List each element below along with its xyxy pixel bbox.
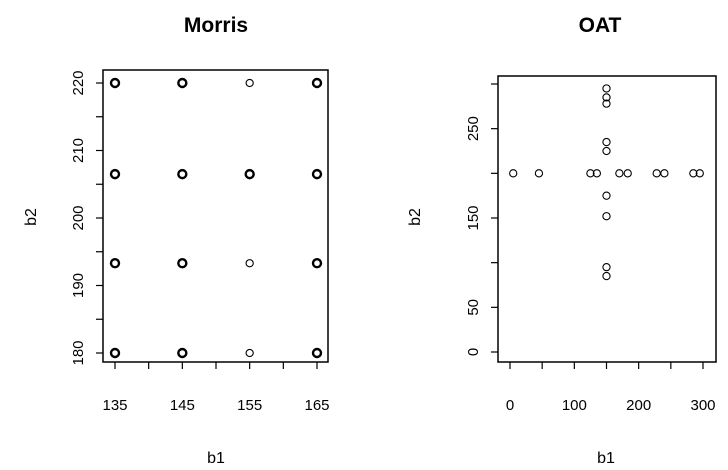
morris-plot-frame xyxy=(102,69,329,363)
morris-y-tick-label: 200 xyxy=(70,205,87,230)
oat-data-point xyxy=(586,169,595,178)
morris-y-tick-label: 220 xyxy=(70,70,87,95)
oat-points xyxy=(509,84,704,281)
morris-data-point xyxy=(245,78,254,88)
oat-x-tick-label: 0 xyxy=(506,397,514,414)
morris-data-point xyxy=(109,347,121,359)
morris-data-point xyxy=(177,347,188,359)
oat-data-point xyxy=(592,169,601,178)
morris-data-point xyxy=(109,168,121,180)
morris-x-ticks: 135 145 155 165 xyxy=(102,362,330,414)
morris-data-point xyxy=(245,259,254,268)
morris-data-point xyxy=(311,258,323,269)
morris-title: Morris xyxy=(184,14,248,37)
oat-data-point xyxy=(615,169,624,178)
morris-data-point xyxy=(245,348,254,358)
oat-y-tick-label: 50 xyxy=(465,299,482,316)
morris-x-axis-label: b1 xyxy=(207,450,225,467)
oat-data-point xyxy=(534,169,544,178)
oat-data-point xyxy=(652,169,661,178)
oat-y-ticks: 0 50 150 250 xyxy=(465,83,498,356)
oat-panel: OAT b1 b2 0 100 200 300 0 50 150 250 xyxy=(407,14,717,467)
oat-x-tick-label: 200 xyxy=(626,397,651,414)
oat-data-point xyxy=(660,169,669,178)
morris-panel: Morris b1 b2 135 145 155 165 180 190 200 210 22… xyxy=(23,14,330,467)
morris-x-tick-label: 155 xyxy=(237,397,262,414)
morris-y-tick-label: 180 xyxy=(70,340,87,365)
oat-y-tick-label: 0 xyxy=(465,348,482,356)
morris-data-point xyxy=(311,168,323,180)
morris-x-tick-label: 165 xyxy=(304,397,329,414)
morris-data-point xyxy=(177,168,188,180)
oat-data-point xyxy=(623,169,632,178)
morris-y-ticks: 180 190 200 210 220 xyxy=(70,70,103,366)
oat-data-point xyxy=(602,271,611,281)
oat-data-point xyxy=(602,191,611,200)
morris-data-point xyxy=(311,77,323,89)
morris-data-point xyxy=(177,77,188,89)
morris-data-point xyxy=(244,168,255,180)
oat-data-point xyxy=(602,137,611,147)
oat-x-tick-label: 300 xyxy=(690,397,715,414)
morris-data-point xyxy=(177,258,188,269)
oat-data-point xyxy=(602,146,611,156)
oat-y-tick-label: 250 xyxy=(465,116,482,141)
morris-points xyxy=(109,77,323,359)
oat-data-point xyxy=(695,169,704,178)
oat-x-axis-label: b1 xyxy=(597,450,615,467)
morris-x-tick-label: 145 xyxy=(170,397,195,414)
morris-data-point xyxy=(109,258,121,269)
oat-data-point xyxy=(602,262,611,272)
oat-y-tick-label: 150 xyxy=(465,205,482,230)
oat-data-point xyxy=(509,169,518,178)
morris-y-tick-label: 190 xyxy=(70,273,87,298)
oat-data-point xyxy=(602,84,611,93)
morris-y-axis-label: b2 xyxy=(23,208,40,226)
oat-data-point xyxy=(602,93,611,102)
oat-x-ticks: 0 100 200 300 xyxy=(506,362,716,414)
morris-x-tick-label: 135 xyxy=(102,397,127,414)
oat-data-point xyxy=(602,99,611,108)
morris-y-tick-label: 210 xyxy=(70,138,87,163)
oat-y-axis-label: b2 xyxy=(407,208,424,226)
oat-title: OAT xyxy=(579,14,622,37)
oat-data-point xyxy=(689,169,698,178)
oat-plot-frame xyxy=(497,75,717,363)
oat-x-tick-label: 100 xyxy=(562,397,587,414)
morris-data-point xyxy=(109,77,121,89)
morris-data-point xyxy=(311,347,323,359)
oat-data-point xyxy=(602,212,611,221)
